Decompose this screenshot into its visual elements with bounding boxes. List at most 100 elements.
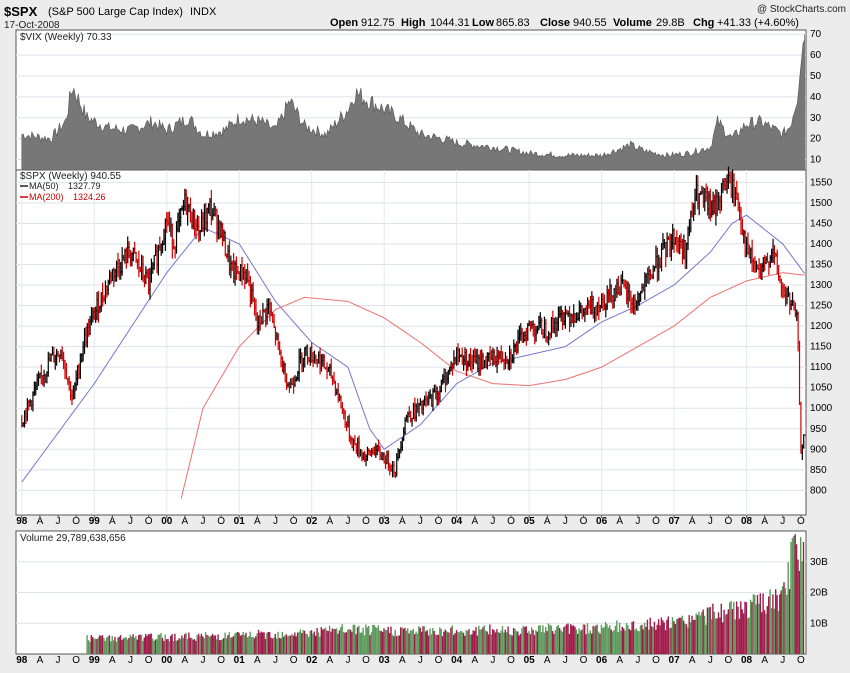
volume-tick-label: 20B xyxy=(810,588,828,599)
symbol-title: $SPX xyxy=(4,4,38,19)
volume-bar xyxy=(218,640,221,654)
volume-bar xyxy=(613,630,615,654)
chg-label: Chg xyxy=(693,17,714,29)
volume-bar xyxy=(125,637,127,654)
volume-bar xyxy=(362,627,364,654)
volume-x-tick-label: J xyxy=(563,655,568,666)
volume-bar xyxy=(185,632,187,654)
volume-bar xyxy=(694,619,696,654)
volume-bar xyxy=(430,634,433,654)
volume-bar xyxy=(685,624,688,654)
volume-bar xyxy=(195,640,197,654)
volume-bar xyxy=(132,634,134,654)
exchange-label: INDX xyxy=(190,6,217,18)
volume-bar xyxy=(482,627,484,654)
volume-bar xyxy=(255,636,257,654)
price-tick-label: 1050 xyxy=(810,383,833,394)
volume-bar xyxy=(752,594,755,654)
volume-bar xyxy=(292,635,295,654)
volume-bar xyxy=(499,633,501,654)
price-x-tick-label: 06 xyxy=(596,516,608,527)
volume-bar xyxy=(86,635,88,654)
volume-bar xyxy=(158,634,161,654)
volume-bar xyxy=(308,636,310,654)
volume-bar xyxy=(94,638,97,654)
volume-bar xyxy=(146,635,148,654)
volume-x-tick-label: J xyxy=(345,655,350,666)
volume-bar xyxy=(483,625,486,654)
volume-bar xyxy=(666,619,668,654)
price-x-tick-label: J xyxy=(708,516,713,527)
volume-x-tick-label: 01 xyxy=(234,655,246,666)
volume-bar xyxy=(510,634,512,654)
volume-bar xyxy=(571,625,573,654)
price-x-tick-label: J xyxy=(273,516,278,527)
high-label: High xyxy=(401,17,426,29)
price-x-tick-label: A xyxy=(616,516,623,527)
volume-bar xyxy=(730,600,732,654)
volume-bar xyxy=(611,631,614,654)
volume-bar xyxy=(161,637,164,654)
volume-bar xyxy=(193,639,196,654)
ma50-legend-name: MA(50) xyxy=(29,181,59,191)
volume-bar xyxy=(394,629,396,654)
volume-bar xyxy=(114,636,116,654)
volume-bar xyxy=(578,628,580,654)
volume-bar xyxy=(649,617,651,654)
volume-bar xyxy=(642,629,644,654)
volume-bar xyxy=(220,640,222,654)
volume-bar xyxy=(741,609,743,654)
chg-value: +41.33 (+4.60%) xyxy=(717,17,799,29)
volume-bar xyxy=(656,624,658,654)
ohlc-summary: Open 912.75 High 1044.31 Low 865.83 Clos… xyxy=(330,17,799,29)
volume-bar xyxy=(460,630,462,654)
price-tick-label: 1550 xyxy=(810,177,833,188)
volume-bar xyxy=(652,627,654,654)
volume-bar xyxy=(776,595,778,654)
volume-bar xyxy=(455,630,458,654)
volume-bar xyxy=(705,624,707,654)
volume-bar xyxy=(172,641,175,654)
volume-bar xyxy=(754,594,756,654)
price-x-tick-label: O xyxy=(580,516,588,527)
volume-bar xyxy=(356,627,359,654)
volume-bar xyxy=(710,619,713,654)
volume-bar xyxy=(565,624,568,654)
price-x-tick-label: A xyxy=(37,516,44,527)
volume-bar xyxy=(202,636,204,654)
price-x-tick-label: J xyxy=(780,516,785,527)
volume-bar xyxy=(744,601,746,654)
volume-bar xyxy=(490,634,492,654)
volume-bar xyxy=(635,628,637,654)
volume-bar xyxy=(439,627,441,654)
volume-bar xyxy=(550,625,552,654)
volume-bar xyxy=(681,615,683,654)
volume-bar xyxy=(511,635,513,654)
volume-bar xyxy=(167,638,169,654)
price-x-tick-label: J xyxy=(490,516,495,527)
volume-bar xyxy=(306,634,308,654)
volume-bar xyxy=(274,633,276,654)
volume-bar xyxy=(434,634,437,654)
volume-bar xyxy=(568,633,571,654)
volume-bar xyxy=(138,635,140,654)
volume-bar xyxy=(740,601,742,654)
volume-bar xyxy=(203,638,205,654)
volume-bar xyxy=(798,570,801,654)
volume-bar xyxy=(623,628,625,654)
volume-bar xyxy=(400,627,402,654)
price-x-tick-label: O xyxy=(507,516,515,527)
volume-bar xyxy=(252,636,254,654)
volume-bar xyxy=(592,625,594,654)
volume-bar xyxy=(376,627,378,654)
volume-bar xyxy=(178,638,180,654)
volume-bar xyxy=(289,635,292,654)
volume-bar xyxy=(597,631,600,654)
volume-bar xyxy=(485,630,487,654)
volume-bar xyxy=(625,623,628,654)
volume-bar xyxy=(669,628,671,654)
volume-bar xyxy=(103,638,105,654)
volume-bar xyxy=(118,636,120,654)
volume-bar xyxy=(270,637,272,654)
